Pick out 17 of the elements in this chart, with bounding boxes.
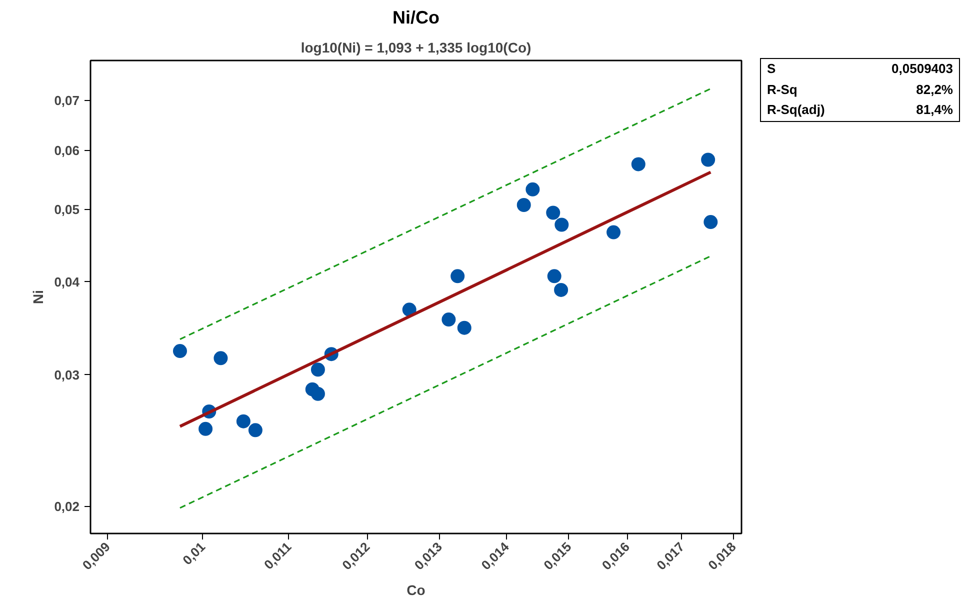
chart-title: Ni/Co [392,8,440,28]
y-tick-label: 0,05 [54,202,80,217]
y-tick-label: 0,02 [54,498,80,514]
chart-subtitle: log10(Ni) = 1,093 + 1,335 log10(Co) [300,40,532,56]
text: 81,4% [915,101,954,120]
y-tick-label: 0,03 [54,367,80,382]
text: 82,2% [915,80,954,99]
y-tick-label: 0,04 [54,274,80,290]
y-tick-label: 0,06 [54,142,80,158]
text: S [766,60,777,78]
text: R-Sq(adj) [766,101,826,120]
text: 0,0509403 [890,60,954,78]
y-axis-title: Ni [30,290,46,304]
x-axis-title: Co [406,582,426,598]
x-tick-label: 0,01 [180,539,208,568]
text: R-Sq [766,80,798,99]
y-tick-label: 0,07 [54,93,80,108]
